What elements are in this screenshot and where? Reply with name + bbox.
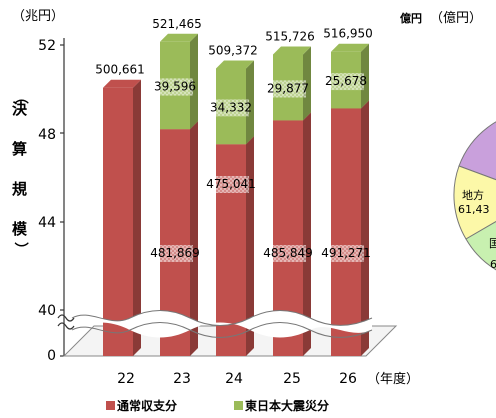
value-bg-normal-24 [213, 176, 249, 193]
y-axis-title: （ 決 算 規 模 ） [12, 90, 28, 256]
value-label-normal-25: 485,849 [263, 246, 313, 260]
pie-slice-purple [458, 121, 496, 181]
y-tick-44: 44 [38, 215, 56, 231]
bar-quake-26-side [361, 43, 369, 109]
total-label-22: 500,661 [95, 63, 145, 77]
legend-swatch-quake [234, 401, 243, 410]
value-label-normal-24: 475,041 [206, 177, 256, 191]
x-label-25: 25 [283, 371, 301, 387]
total-unit-label: 億円 [400, 11, 422, 25]
pie-slice-yellow [453, 165, 496, 240]
y-tick-40: 40 [38, 303, 56, 319]
bar-quake-25-top [273, 46, 311, 55]
bar-normal-25-side [303, 112, 311, 356]
value-bg-quake-23 [157, 78, 193, 96]
bar-quake-24-side [246, 60, 254, 145]
y-tick-48: 48 [38, 127, 56, 143]
x-label-24: 24 [225, 371, 243, 387]
x-label-22: 22 [117, 371, 135, 387]
value-label-quake-25: 29,877 [267, 81, 309, 95]
pie-chart-partial: （億円） 地方 61,43 国 6 [430, 10, 496, 271]
x-unit-label: （年度） [367, 371, 419, 387]
value-label-normal-26: 491,271 [321, 246, 371, 260]
total-label-23: 521,465 [152, 17, 202, 31]
value-label-quake-23: 39,596 [154, 79, 196, 93]
bar-quake-25-side [303, 46, 311, 121]
bar-normal-22-top [103, 79, 141, 88]
value-label-quake-26: 25,678 [325, 74, 367, 88]
y-tick-marks [60, 44, 64, 357]
bar-quake-23-top [160, 33, 198, 42]
y-title-char-4: 模 [12, 220, 28, 238]
legend-swatch-normal [106, 401, 115, 410]
total-label-26: 516,950 [323, 27, 373, 41]
value-bg-normal-26 [328, 245, 364, 262]
bar-quake-24-top [216, 60, 254, 69]
bar-normal-26-front [331, 108, 361, 356]
y-tick-0: 0 [47, 348, 56, 364]
total-label-25: 515,726 [265, 29, 315, 43]
value-bg-quake-25 [270, 80, 306, 98]
x-labels: 22 23 24 25 26 [117, 371, 357, 387]
pie-label-local-value: 61,43 [458, 203, 490, 216]
pie-label-national-value: 6 [490, 258, 496, 271]
legend-label-normal: 通常収支分 [117, 398, 177, 413]
value-bg-normal-25 [270, 245, 306, 262]
pie-label-national: 国 [489, 237, 496, 250]
bar-normal-26-side [361, 100, 369, 356]
value-label-quake-24: 34,332 [210, 100, 252, 114]
value-label-normal-23: 481,869 [150, 246, 200, 260]
legend: 通常収支分 東日本大震災分 [106, 398, 329, 413]
y-title-char-0: （ [12, 90, 28, 104]
y-ticks: 52 48 44 40 0 [38, 38, 56, 364]
y-title-char-1: 決 [12, 100, 28, 118]
value-bg-normal-23 [157, 245, 193, 262]
pie-slice-green [465, 220, 496, 271]
legend-label-quake: 東日本大震災分 [245, 398, 329, 413]
bar-normal-23-side [190, 121, 198, 356]
y-tick-52: 52 [38, 38, 56, 54]
y-title-char-2: 算 [12, 140, 27, 158]
x-label-26: 26 [339, 371, 357, 387]
y-title-char-3: 規 [12, 180, 27, 198]
bar-quake-26-top [331, 43, 369, 52]
total-label-24: 509,372 [208, 43, 258, 57]
bar-normal-22-side [133, 79, 141, 356]
x-label-23: 23 [173, 371, 191, 387]
y-title-char-5: ） [12, 242, 28, 256]
pie-label-local: 地方 [462, 188, 484, 202]
y-unit-label: （兆円） [12, 9, 64, 24]
value-bg-quake-24 [213, 99, 249, 117]
bar-quake-23-side [190, 33, 198, 130]
bars-group: 500,661 481,869 39,596 521,465 475,041 34,332… [95, 17, 373, 356]
axis-break [57, 310, 373, 338]
bar-normal-22-front [103, 87, 133, 356]
pie-unit-label: （億円） [430, 10, 482, 26]
value-bg-quake-26 [328, 73, 364, 91]
